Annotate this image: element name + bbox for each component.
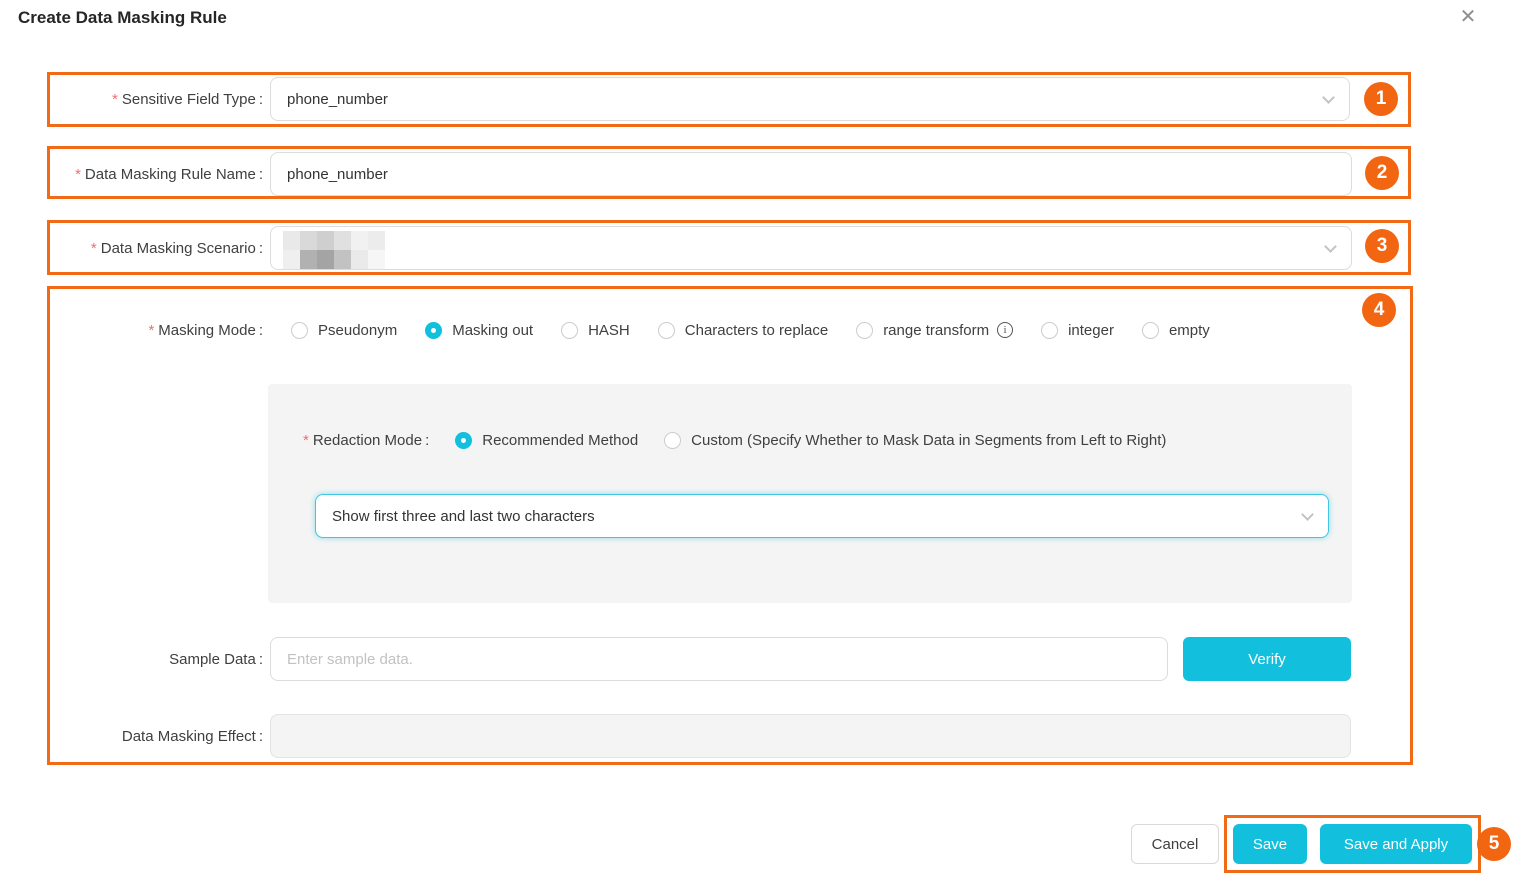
- label-rule-name: * Data Masking Rule Name:: [75, 166, 263, 183]
- select-redaction-method[interactable]: Show first three and last two characters: [315, 494, 1329, 538]
- verify-button[interactable]: Verify: [1183, 637, 1351, 681]
- chevron-down-icon: [1301, 507, 1314, 521]
- required-asterisk: *: [75, 166, 81, 183]
- annotation-badge-4: 4: [1362, 293, 1396, 327]
- radio-hash[interactable]: HASH: [561, 321, 630, 339]
- radio-integer[interactable]: integer: [1041, 321, 1114, 339]
- select-sensitive-field-type[interactable]: phone_number: [270, 77, 1350, 121]
- select-value: Show first three and last two characters: [332, 507, 595, 525]
- label-redaction-mode: * Redaction Mode:: [303, 431, 430, 449]
- label-masking-mode: * Masking Mode:: [148, 321, 263, 339]
- radio-icon: [1041, 321, 1059, 339]
- radio-selected-icon: [425, 321, 443, 339]
- label-sensitive-field-type: * Sensitive Field Type:: [112, 91, 263, 108]
- dialog-title: Create Data Masking Rule: [18, 8, 227, 27]
- cancel-button[interactable]: Cancel: [1131, 824, 1219, 864]
- required-asterisk: *: [148, 321, 155, 339]
- masking-mode-radio-group: * Masking Mode: Pseudonym Masking out HAS…: [0, 313, 1210, 347]
- radio-characters-to-replace[interactable]: Characters to replace: [657, 321, 828, 339]
- radio-recommended-method[interactable]: Recommended Method: [455, 431, 638, 449]
- annotation-box-4: [47, 286, 1413, 765]
- annotation-badge-2: 2: [1365, 156, 1399, 190]
- radio-icon: [561, 321, 579, 339]
- annotation-box-3: [47, 220, 1411, 275]
- radio-selected-icon: [455, 431, 473, 449]
- chevron-down-icon: [1322, 90, 1335, 104]
- annotation-badge-1: 1: [1364, 82, 1398, 116]
- save-and-apply-button[interactable]: Save and Apply: [1320, 824, 1472, 864]
- required-asterisk: *: [112, 91, 118, 108]
- label-scenario: * Data Masking Scenario:: [90, 240, 263, 257]
- radio-masking-out[interactable]: Masking out: [425, 321, 533, 339]
- required-asterisk: *: [303, 431, 309, 449]
- sample-data-input[interactable]: [270, 637, 1168, 681]
- annotation-box-1: [47, 72, 1411, 127]
- redaction-mode-radio-group: * Redaction Mode: Recommended Method Cust…: [303, 423, 1166, 457]
- label-masking-effect: Data Masking Effect:: [121, 728, 263, 745]
- annotation-box-2: [47, 146, 1411, 199]
- select-scenario[interactable]: [270, 226, 1352, 270]
- radio-icon: [856, 321, 874, 339]
- save-button[interactable]: Save: [1233, 824, 1307, 864]
- radio-icon: [657, 321, 675, 339]
- radio-range-transform[interactable]: range transform i: [856, 321, 1014, 339]
- close-icon: ✕: [1459, 5, 1477, 28]
- annotation-badge-5: 5: [1477, 827, 1511, 861]
- redacted-scenario-value: [283, 231, 385, 269]
- radio-empty[interactable]: empty: [1141, 321, 1210, 339]
- masking-effect-output: [270, 714, 1351, 758]
- annotation-badge-3: 3: [1365, 229, 1399, 263]
- chevron-down-icon: [1324, 239, 1337, 253]
- info-icon[interactable]: i: [997, 322, 1014, 338]
- select-value: phone_number: [287, 90, 388, 108]
- radio-custom[interactable]: Custom (Specify Whether to Mask Data in …: [664, 431, 1166, 449]
- close-button[interactable]: ✕: [1452, 2, 1484, 30]
- label-sample-data: Sample Data:: [169, 651, 263, 668]
- radio-icon: [1141, 321, 1159, 339]
- radio-icon: [664, 431, 682, 449]
- radio-pseudonym[interactable]: Pseudonym: [291, 321, 397, 339]
- required-asterisk: *: [90, 240, 97, 257]
- redaction-mode-panel: [268, 384, 1352, 603]
- radio-icon: [291, 321, 308, 339]
- rule-name-input[interactable]: [270, 152, 1352, 196]
